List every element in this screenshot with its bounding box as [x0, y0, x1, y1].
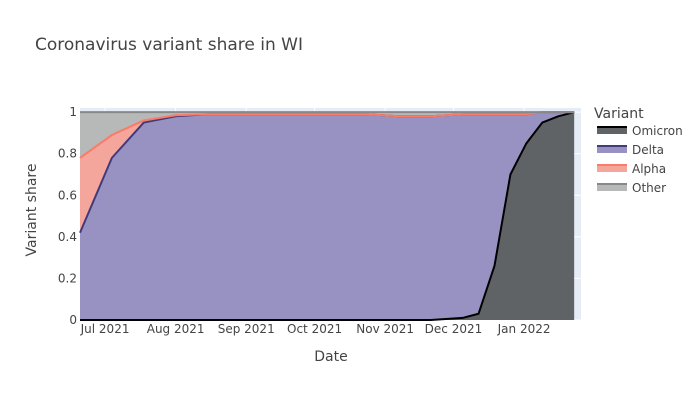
legend-label-alpha[interactable]: Alpha	[632, 162, 666, 176]
x-tick-label: Aug 2021	[147, 322, 205, 336]
line-omicron	[80, 111, 575, 321]
x-tick-label: Jan 2022	[497, 322, 551, 336]
area-layer	[80, 112, 575, 320]
y-tick-label: 0	[69, 313, 77, 327]
y-tick-label: 0.4	[58, 230, 77, 244]
area-other	[80, 112, 575, 158]
line-layer	[79, 111, 575, 321]
chart-title: Coronavirus variant share in WI	[35, 35, 303, 55]
y-tick-label: 1	[69, 105, 77, 119]
x-tick-label: Dec 2021	[425, 322, 483, 336]
line-alpha	[79, 111, 575, 159]
y-tick-label: 0.6	[58, 188, 77, 202]
legend-swatch-delta	[597, 146, 627, 153]
legend-label-omicron[interactable]: Omicron	[632, 124, 683, 138]
y-tick-label: 0.2	[58, 271, 77, 285]
x-tick-label: Oct 2021	[287, 322, 342, 336]
y-axis-title: Variant share	[24, 164, 40, 257]
area-omicron	[80, 112, 575, 320]
x-tick-label: Jul 2021	[80, 322, 130, 336]
legend: Variant Omicron Delta Alpha Other	[594, 106, 683, 195]
legend-swatch-omicron	[597, 127, 627, 134]
legend-title: Variant	[594, 106, 644, 122]
y-tick-label: 0.8	[58, 147, 77, 161]
legend-label-other[interactable]: Other	[632, 181, 666, 195]
legend-swatch-alpha	[597, 165, 627, 172]
x-tick-label: Nov 2021	[356, 322, 414, 336]
area-delta	[80, 112, 575, 320]
legend-label-delta[interactable]: Delta	[632, 143, 664, 157]
x-tick-label: Sep 2021	[218, 322, 275, 336]
legend-swatch-other	[597, 184, 627, 191]
x-axis-ticks: Jul 2021 Aug 2021 Sep 2021 Oct 2021 Nov 2021…	[80, 322, 551, 336]
y-axis-ticks: 0 0.2 0.4 0.6 0.8 1	[58, 105, 77, 327]
x-axis-title: Date	[314, 349, 347, 365]
